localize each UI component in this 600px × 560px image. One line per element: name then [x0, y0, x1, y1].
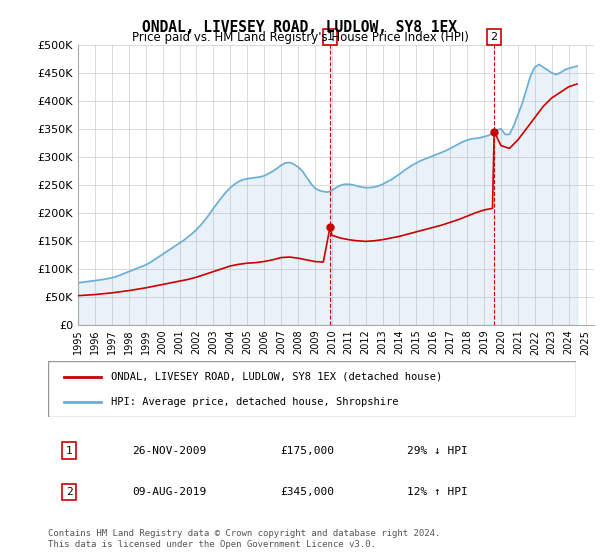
Text: 2: 2 — [66, 487, 73, 497]
FancyBboxPatch shape — [48, 361, 576, 417]
Text: 26-NOV-2009: 26-NOV-2009 — [133, 446, 207, 455]
Text: HPI: Average price, detached house, Shropshire: HPI: Average price, detached house, Shro… — [112, 396, 399, 407]
Text: Price paid vs. HM Land Registry's House Price Index (HPI): Price paid vs. HM Land Registry's House … — [131, 31, 469, 44]
Text: £345,000: £345,000 — [280, 487, 334, 497]
Text: 29% ↓ HPI: 29% ↓ HPI — [407, 446, 468, 455]
Text: 1: 1 — [66, 446, 73, 455]
Text: 2: 2 — [491, 32, 498, 42]
Text: ONDAL, LIVESEY ROAD, LUDLOW, SY8 1EX: ONDAL, LIVESEY ROAD, LUDLOW, SY8 1EX — [143, 20, 458, 35]
Text: 1: 1 — [326, 32, 334, 42]
Text: £175,000: £175,000 — [280, 446, 334, 455]
Text: ONDAL, LIVESEY ROAD, LUDLOW, SY8 1EX (detached house): ONDAL, LIVESEY ROAD, LUDLOW, SY8 1EX (de… — [112, 372, 443, 382]
Text: 12% ↑ HPI: 12% ↑ HPI — [407, 487, 468, 497]
Text: 09-AUG-2019: 09-AUG-2019 — [133, 487, 207, 497]
Text: Contains HM Land Registry data © Crown copyright and database right 2024.
This d: Contains HM Land Registry data © Crown c… — [48, 529, 440, 549]
